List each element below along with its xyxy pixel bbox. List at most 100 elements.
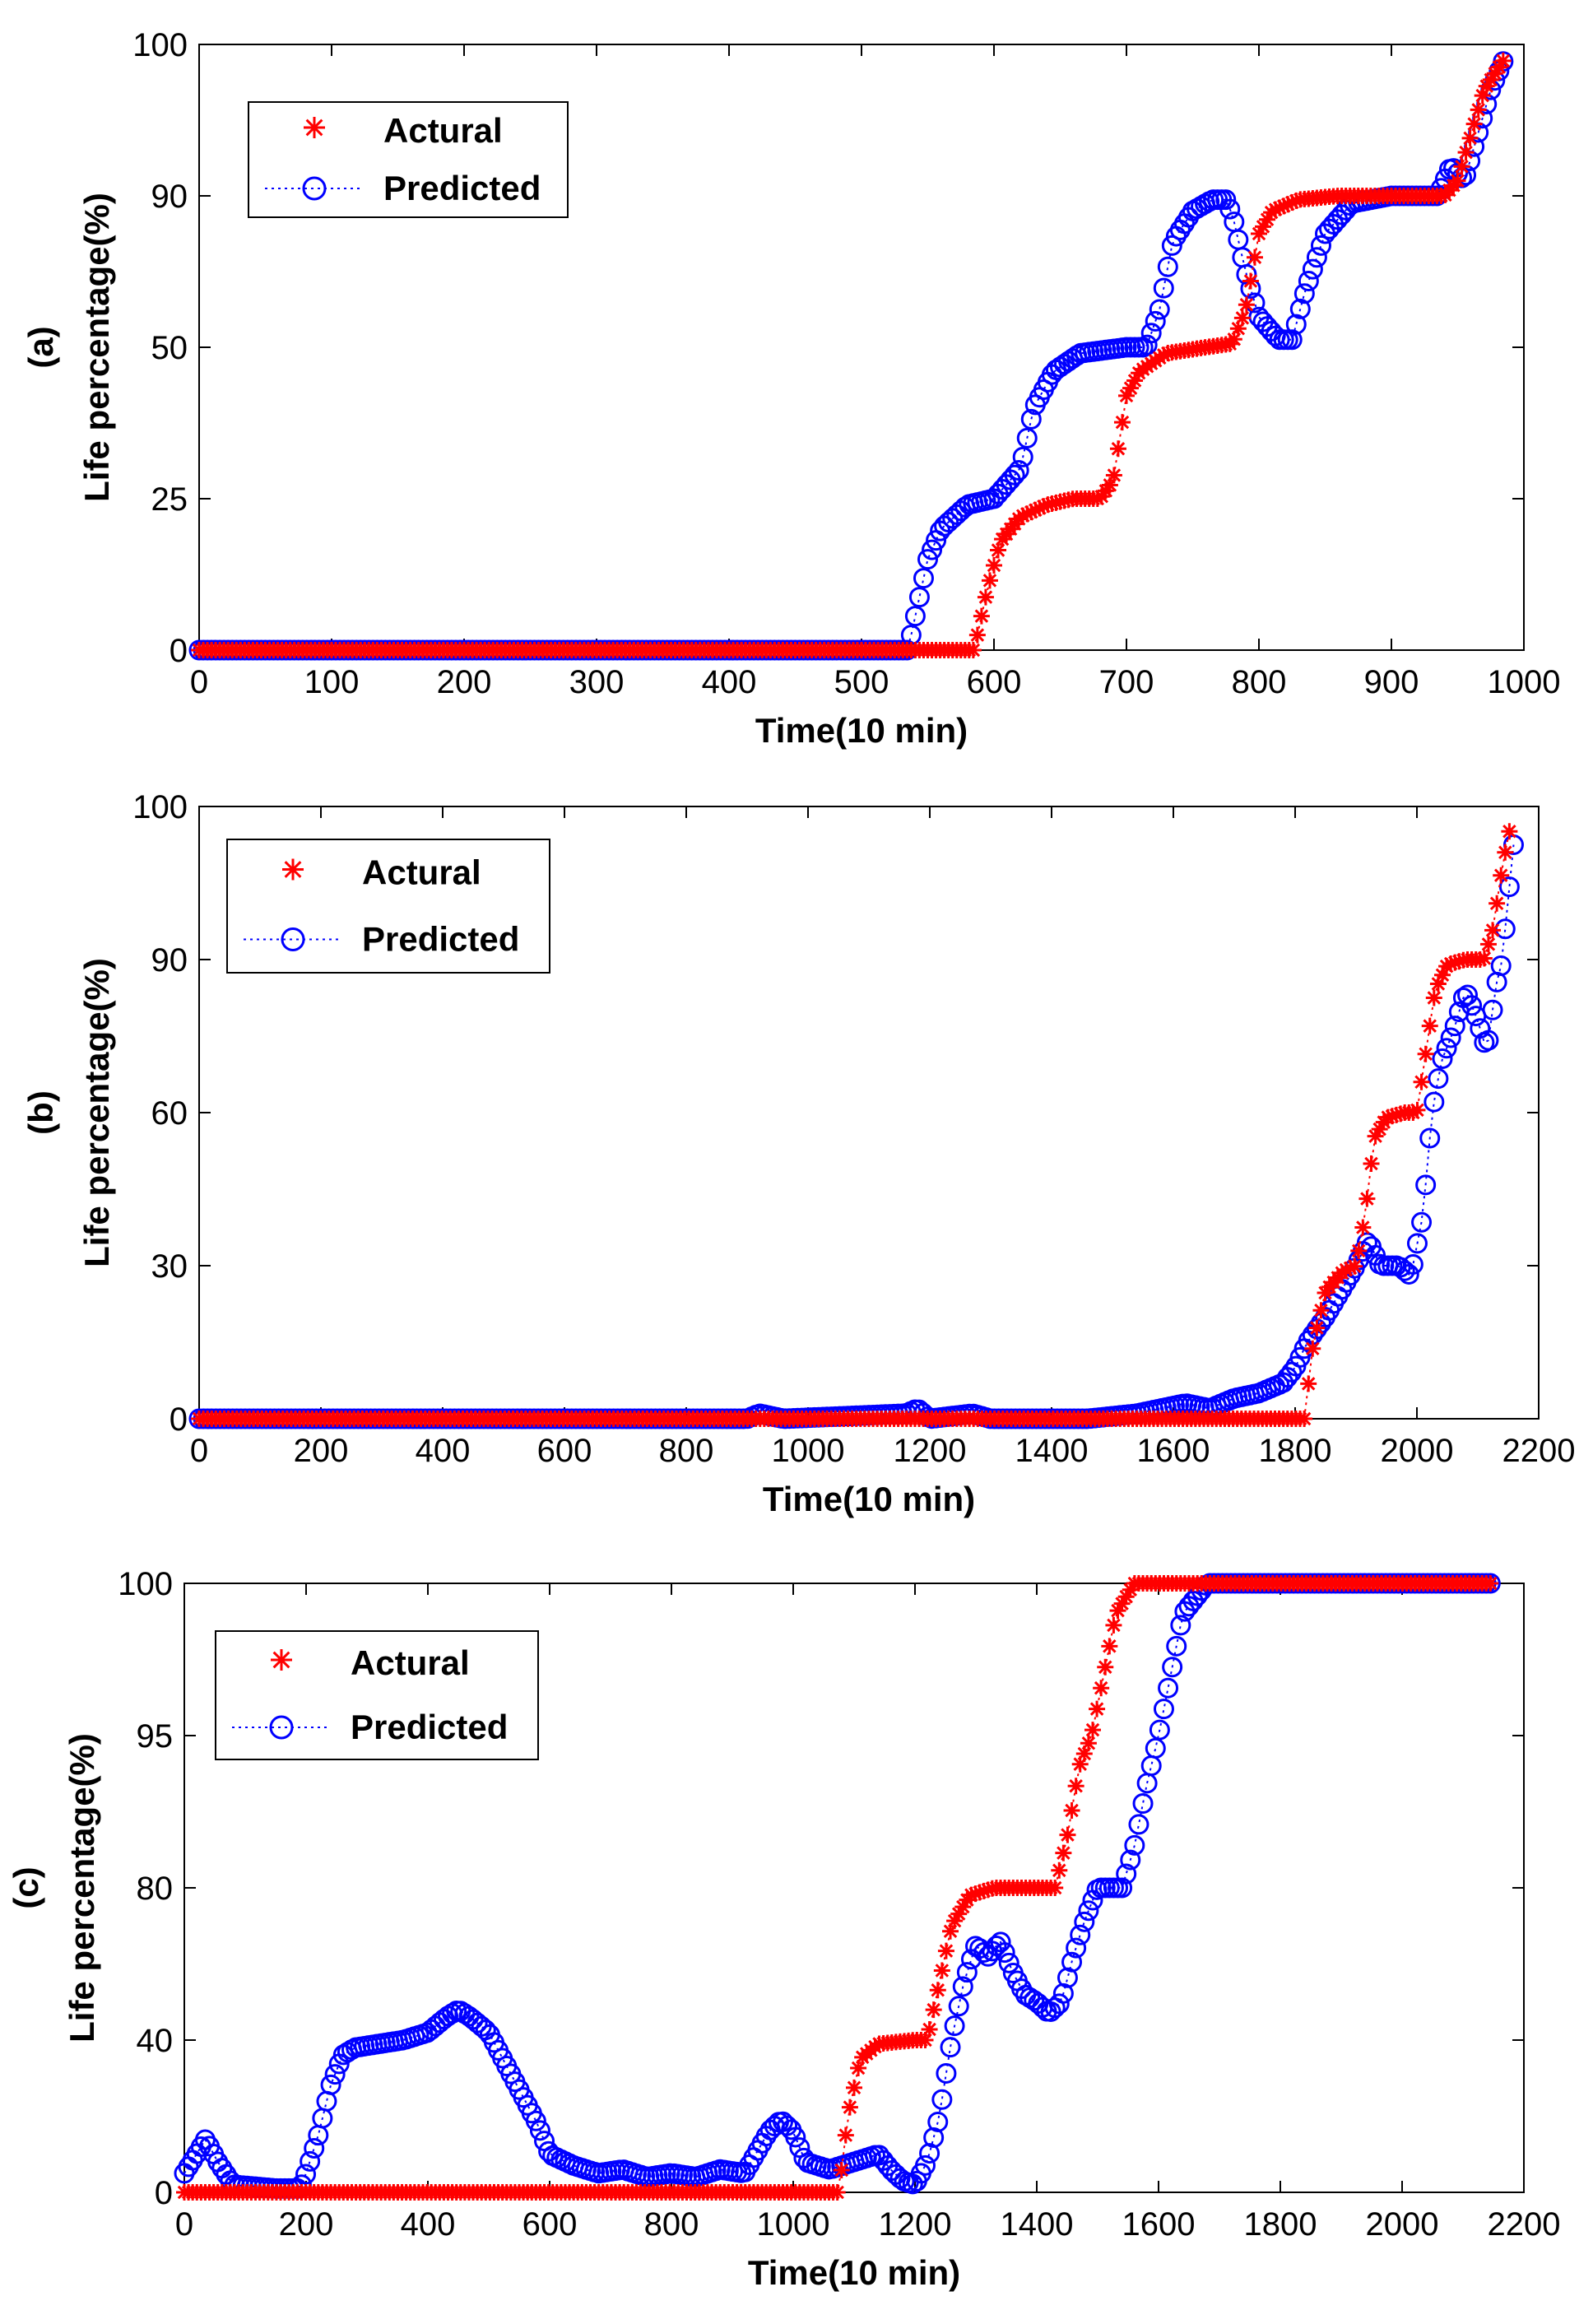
data-point	[975, 1882, 992, 1899]
legend-label-predicted: Predicted	[351, 1708, 508, 1746]
data-point	[1465, 115, 1483, 132]
data-point	[936, 2062, 957, 2084]
x-axis-label: Time(10 min)	[748, 2253, 960, 2292]
data-point	[1494, 52, 1512, 69]
data-point	[1109, 1602, 1126, 1620]
y-tick-label: 25	[151, 481, 188, 518]
data-point	[1035, 498, 1052, 515]
data-point	[1440, 1027, 1461, 1048]
x-tick-label: 1000	[1488, 664, 1561, 700]
data-point	[1132, 1792, 1154, 1814]
data-point	[1486, 65, 1503, 82]
data-point	[1444, 1016, 1465, 1037]
x-tick-label: 200	[437, 664, 492, 700]
data-point	[1084, 1722, 1101, 1739]
y-axis-label: Life percentage(%)	[77, 193, 116, 502]
data-point	[1219, 198, 1241, 220]
data-point	[917, 2032, 934, 2048]
data-point	[1482, 999, 1503, 1020]
data-point	[1475, 950, 1493, 967]
data-point	[1136, 334, 1158, 356]
data-point	[1425, 989, 1442, 1006]
data-point	[954, 1899, 972, 1916]
x-tick-label: 900	[1364, 664, 1419, 700]
data-point	[1048, 1993, 1070, 2015]
data-point	[1474, 87, 1491, 105]
data-point	[1494, 918, 1516, 940]
data-point	[921, 2020, 938, 2038]
y-tick-label: 80	[137, 1871, 174, 1907]
y-tick-label: 40	[137, 2023, 174, 2059]
data-point	[1101, 1638, 1118, 1655]
x-tick-label: 1600	[1137, 1433, 1210, 1469]
x-tick-label: 600	[522, 2206, 578, 2243]
data-point	[1027, 501, 1044, 518]
data-point	[1289, 298, 1311, 319]
x-tick-label: 2200	[1502, 1433, 1576, 1469]
data-point	[846, 2079, 862, 2096]
legend-box	[248, 101, 569, 218]
data-point	[1436, 1038, 1457, 1059]
x-tick-label: 300	[569, 664, 625, 700]
data-point	[1126, 372, 1144, 389]
data-point	[529, 2120, 550, 2141]
y-tick-label: 100	[132, 789, 188, 825]
data-point	[1413, 1073, 1430, 1090]
data-point	[1113, 414, 1131, 431]
data-point	[981, 572, 998, 589]
data-point	[1122, 379, 1140, 397]
x-tick-label: 1600	[1122, 2206, 1196, 2243]
data-point	[1157, 256, 1178, 277]
data-point	[1415, 1174, 1437, 1196]
data-point	[1061, 1951, 1083, 1973]
panel-label: (a)	[21, 326, 60, 368]
data-point	[1398, 1263, 1419, 1285]
chart-panel-a: 0 100 200 300 400 500 600 700 800 900 1000 0 25 50 90 1…	[21, 27, 1560, 750]
data-point	[922, 539, 943, 560]
data-point	[1116, 1863, 1137, 1885]
y-tick-label: 90	[151, 942, 188, 978]
data-point	[1105, 1616, 1122, 1634]
data-point	[1308, 1319, 1326, 1336]
data-point	[937, 1942, 954, 1959]
data-point	[295, 2164, 317, 2185]
data-point	[1465, 1006, 1487, 1027]
series-group	[174, 1573, 1501, 2201]
data-point	[1428, 1068, 1449, 1090]
data-point	[1059, 1826, 1076, 1843]
data-point	[1342, 1259, 1359, 1276]
y-axis-label: Life percentage(%)	[77, 958, 116, 1267]
data-point	[1124, 1834, 1145, 1856]
data-point	[1479, 936, 1497, 953]
x-tick-label: 600	[967, 664, 1022, 700]
data-point	[837, 2126, 854, 2144]
data-point	[1233, 309, 1251, 327]
data-point	[929, 1982, 946, 1999]
data-point	[990, 1931, 1011, 1953]
data-point	[994, 1942, 1015, 1964]
data-point	[1484, 922, 1502, 939]
chart-panel-b: 0 200 400 600 800 1000 1200 1400 1600 1800 2000 220…	[21, 789, 1575, 1518]
data-point	[1120, 1849, 1141, 1871]
data-point	[1363, 1155, 1380, 1172]
data-point	[1158, 1677, 1179, 1699]
data-point	[1433, 966, 1451, 983]
y-tick-label: 30	[151, 1248, 188, 1285]
x-axis-label: Time(10 min)	[763, 1480, 975, 1518]
data-point	[1153, 277, 1174, 299]
data-point	[998, 1952, 1019, 1973]
data-point	[1093, 1680, 1110, 1697]
data-point	[829, 2184, 846, 2201]
series-group	[188, 823, 1524, 1429]
panel-label: (b)	[21, 1090, 60, 1135]
x-tick-label: 0	[190, 664, 208, 700]
data-point	[948, 1996, 969, 2017]
data-point	[1113, 1595, 1131, 1612]
data-point	[1169, 219, 1191, 240]
data-point	[1271, 199, 1289, 216]
data-point	[1238, 296, 1255, 314]
data-point	[1173, 213, 1195, 235]
data-point	[1225, 331, 1242, 348]
x-tick-label: 1200	[879, 2206, 952, 2243]
data-point	[933, 1962, 950, 1979]
